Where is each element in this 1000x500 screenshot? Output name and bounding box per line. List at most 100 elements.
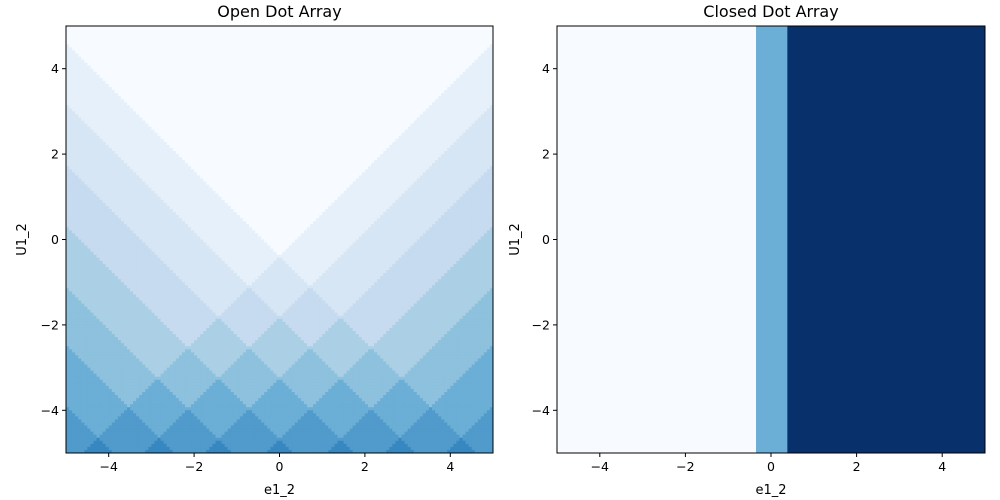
open-heatmap-cell [441,29,445,33]
open-heatmap-cell [157,77,162,82]
open-heatmap-cell [322,62,326,67]
open-heatmap-cell [480,102,485,106]
open-heatmap-cell [87,96,91,100]
open-heatmap-cell [215,87,220,91]
open-heatmap-cell [328,93,332,97]
open-heatmap-cell [486,123,491,128]
open-heatmap-cell [99,105,104,109]
open-heatmap-cell [194,74,198,79]
open-heatmap-cell [203,77,207,82]
open-heatmap-cell [136,83,140,88]
open-heatmap-cell [151,50,156,55]
open-heatmap-cell [334,77,339,82]
open-heatmap-cell [346,29,351,33]
open-heatmap-cell [139,65,143,70]
open-heatmap-cell [441,102,445,106]
open-heatmap-cell [361,111,366,116]
open-heatmap-cell [84,50,88,55]
open-heatmap-cell [227,29,232,33]
open-heatmap-cell [422,123,427,128]
open-heatmap-cell [489,129,493,134]
open-heatmap-cell [291,65,296,70]
open-heatmap-cell [447,44,451,48]
open-heatmap-cell [358,93,363,97]
open-heatmap-cell [410,102,415,106]
open-heatmap-cell [145,68,149,73]
open-heatmap-cell [331,62,335,67]
open-heatmap-cell [117,126,122,131]
open-heatmap-cell [471,47,476,51]
open-heatmap-cell [398,123,403,128]
open-heatmap-cell [459,105,464,109]
open-heatmap-cell [276,120,281,125]
open-heatmap-cell [386,114,390,119]
open-heatmap-cell [392,126,396,131]
open-heatmap-cell [276,38,281,42]
open-heatmap-cell [227,44,232,48]
open-heatmap-cell [303,62,308,67]
open-heatmap-cell [425,38,430,42]
open-heatmap-cell [371,53,375,58]
open-heatmap-cell [468,32,473,36]
open-heatmap-cell [270,120,274,125]
open-heatmap-cell [96,105,101,109]
open-heatmap-cell [489,120,493,125]
open-heatmap-cell [230,80,235,85]
open-heatmap-cell [444,99,448,103]
open-heatmap-cell [367,41,372,45]
open-heatmap-cell [127,44,131,48]
open-heatmap-cell [444,120,448,125]
open-heatmap-cell [66,132,70,137]
open-heatmap-cell [111,68,116,73]
open-heatmap-cell [172,93,177,97]
open-heatmap-cell [303,129,308,134]
open-heatmap-cell [313,105,317,109]
open-heatmap-cell [273,35,278,39]
open-heatmap-cell [255,102,259,106]
open-heatmap-cell [224,26,229,30]
open-heatmap-cell [239,62,244,67]
open-heatmap-cell [413,32,418,36]
open-heatmap-cell [145,96,149,100]
open-heatmap-cell [450,108,454,112]
open-heatmap-cell [203,93,207,97]
open-heatmap-cell [139,32,143,36]
open-heatmap-cell [319,126,323,131]
open-heatmap-cell [130,77,134,82]
open-heatmap-cell [413,35,418,39]
open-heatmap-cell [361,129,366,134]
open-heatmap-cell [435,62,439,67]
open-heatmap-cell [151,83,156,88]
open-heatmap-cell [294,83,299,88]
open-heatmap-cell [75,99,79,103]
open-heatmap-cell [261,29,265,33]
open-heatmap-cell [93,90,98,94]
open-heatmap-cell [117,96,122,100]
open-heatmap-cell [300,114,305,119]
open-heatmap-cell [81,114,85,119]
open-heatmap-cell [233,105,238,109]
open-heatmap-cell [459,123,464,128]
open-heatmap-cell [392,108,396,112]
open-heatmap-cell [474,47,479,51]
open-heatmap-cell [114,126,119,131]
open-heatmap-cell [285,83,290,88]
open-heatmap-cell [142,35,146,39]
open-heatmap-cell [249,80,253,85]
open-heatmap-cell [136,111,140,116]
open-heatmap-cell [160,29,165,33]
open-heatmap-cell [392,32,396,36]
open-heatmap-cell [96,93,101,97]
open-heatmap-cell [447,35,451,39]
open-heatmap-cell [108,44,113,48]
open-heatmap-cell [273,114,278,119]
open-heatmap-cell [282,56,287,61]
open-heatmap-cell [139,99,143,103]
open-heatmap-cell [184,26,189,30]
open-heatmap-cell [261,41,265,45]
open-heatmap-cell [389,65,393,70]
open-heatmap-cell [175,62,180,67]
open-heatmap-cell [428,44,433,48]
open-heatmap-cell [194,105,198,109]
open-heatmap-cell [188,32,192,36]
